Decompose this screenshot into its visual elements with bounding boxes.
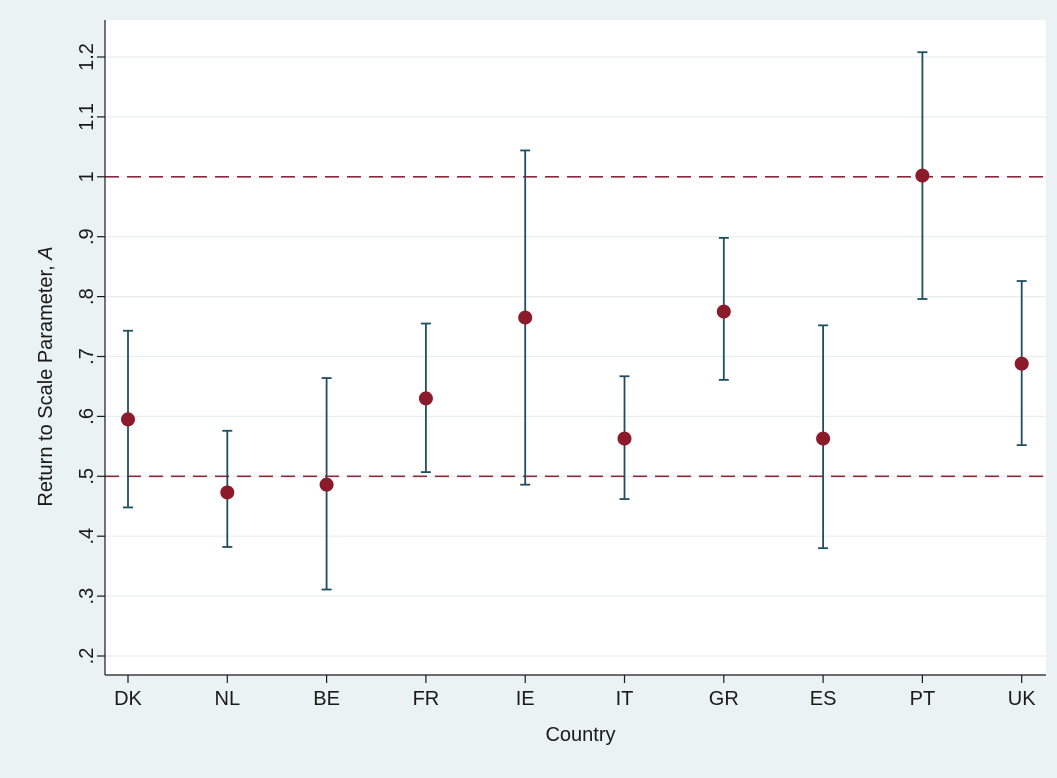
y-axis-label-symbol: A [35, 246, 57, 260]
data-points [121, 168, 1029, 500]
y-axis: .2 .3 .4 .5 .6 .7 .8 .9 1 1.1 1.2 [76, 20, 106, 675]
data-point [418, 391, 433, 406]
y-tick-label: .5 [76, 468, 98, 485]
data-point [220, 485, 235, 500]
x-tick-label: BE [313, 688, 340, 710]
x-tick-label: IE [516, 688, 535, 710]
x-tick-label: GR [709, 688, 739, 710]
y-tick-label: 1.2 [76, 43, 98, 71]
plot-area [105, 20, 1046, 675]
y-tick-label: .6 [76, 408, 98, 425]
y-tick-label: .2 [76, 648, 98, 665]
y-tick-label: .8 [76, 288, 98, 305]
reference-lines [105, 176, 1046, 478]
y-axis-label-text: Return to Scale Parameter, [35, 260, 57, 507]
x-tick-label: FR [413, 688, 440, 710]
y-tick-label: .4 [76, 528, 98, 545]
x-tick-label: PT [910, 688, 936, 710]
x-tick-label: DK [114, 688, 142, 710]
x-axis-label: Country [545, 724, 615, 746]
data-point [716, 304, 731, 319]
x-axis: DK NL BE FR IE IT GR ES PT UK [105, 674, 1046, 710]
y-tick-label: .9 [76, 228, 98, 245]
data-point [1014, 356, 1029, 371]
data-point [121, 412, 135, 427]
y-axis-label: Return to Scale Parameter, A [35, 246, 57, 506]
data-point [319, 477, 334, 492]
x-tick-label: IT [616, 688, 634, 710]
y-tick-label: .3 [76, 588, 98, 605]
y-tick-label: 1 [76, 171, 98, 182]
x-tick-label: NL [215, 688, 241, 710]
data-point [617, 431, 632, 446]
y-tick-label: .7 [76, 348, 98, 365]
data-point [816, 431, 831, 446]
data-point [518, 310, 533, 325]
x-tick-label: UK [1008, 688, 1036, 710]
y-tick-label: 1.1 [76, 103, 98, 131]
x-tick-label: ES [810, 688, 837, 710]
data-point [915, 168, 930, 183]
